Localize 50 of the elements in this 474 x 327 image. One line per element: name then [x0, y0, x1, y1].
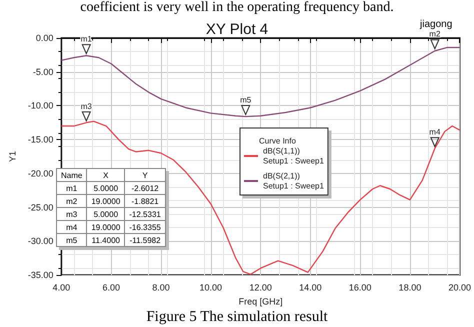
text: m4 — [66, 222, 78, 232]
x-tick-label: 8.00 — [152, 282, 170, 292]
x-axis-title: Freq [GHz] — [238, 296, 283, 306]
x-tick-label: 12.00 — [249, 282, 272, 292]
x-tick-label: 20.00 — [448, 282, 472, 292]
caption: Figure 5 The simulation result — [145, 309, 329, 326]
x-tick-label: 14.00 — [299, 282, 322, 292]
annotation: X — [86, 168, 125, 182]
annotation: 5.0000 — [86, 208, 125, 220]
x-tick-label: 10.00 — [200, 282, 222, 292]
annotation: Setup1 : Sweep1 — [263, 156, 324, 166]
annotation: 11.4000 — [86, 234, 125, 246]
annotation: -16.3355 — [124, 220, 166, 234]
x-tick-label: 18.00 — [398, 282, 422, 292]
annotation: -11.5982 — [124, 234, 166, 246]
x-tick-label: 6.00 — [102, 282, 120, 292]
annotation: 5.0000 — [86, 182, 125, 194]
annotation: m5 — [240, 96, 252, 105]
annotation: 19.0000 — [86, 194, 125, 208]
x-tick-label: 16.00 — [348, 282, 372, 292]
y-tick-label: -15.00 — [28, 134, 54, 145]
annotation: m4 — [429, 128, 441, 137]
text: m3 — [66, 210, 78, 218]
annotation: m3 — [80, 102, 92, 111]
annotation: 19.0000 — [86, 220, 125, 234]
y-tick-label: -10.00 — [28, 100, 54, 111]
y-tick-label: -35.00 — [28, 270, 54, 280]
y-tick-label: 0.00 — [36, 33, 54, 43]
y-tick-label: -30.00 — [28, 236, 54, 246]
legend-label: dB(S(1,1)) — [263, 146, 300, 156]
legend-label: dB(S(2,1)) — [263, 172, 300, 180]
text: jiagong — [420, 19, 452, 30]
chart-title: XY Plot 4 — [206, 21, 268, 38]
annotation: Y — [124, 168, 166, 182]
annotation: Setup1 : Sweep1 — [263, 182, 324, 190]
text: m5 — [66, 236, 78, 244]
text: coefficient is very well in the operating frequency band. — [79, 0, 395, 16]
y-tick-label: -5.00 — [32, 66, 54, 77]
y-tick-label: -20.00 — [28, 168, 54, 178]
legend-title: Curve Info — [259, 136, 296, 146]
y-axis-title: Y1 — [8, 150, 18, 162]
x-tick-label: 4.00 — [52, 282, 70, 292]
annotation: m2 — [429, 30, 441, 39]
y-tick-label: -25.00 — [28, 202, 54, 212]
text: m2 — [66, 196, 78, 206]
annotation: -12.5331 — [124, 208, 166, 220]
annotation: Name — [56, 168, 87, 182]
text: m1 — [66, 184, 78, 192]
annotation: -1.8821 — [124, 194, 166, 208]
annotation: -2.6012 — [124, 182, 166, 194]
